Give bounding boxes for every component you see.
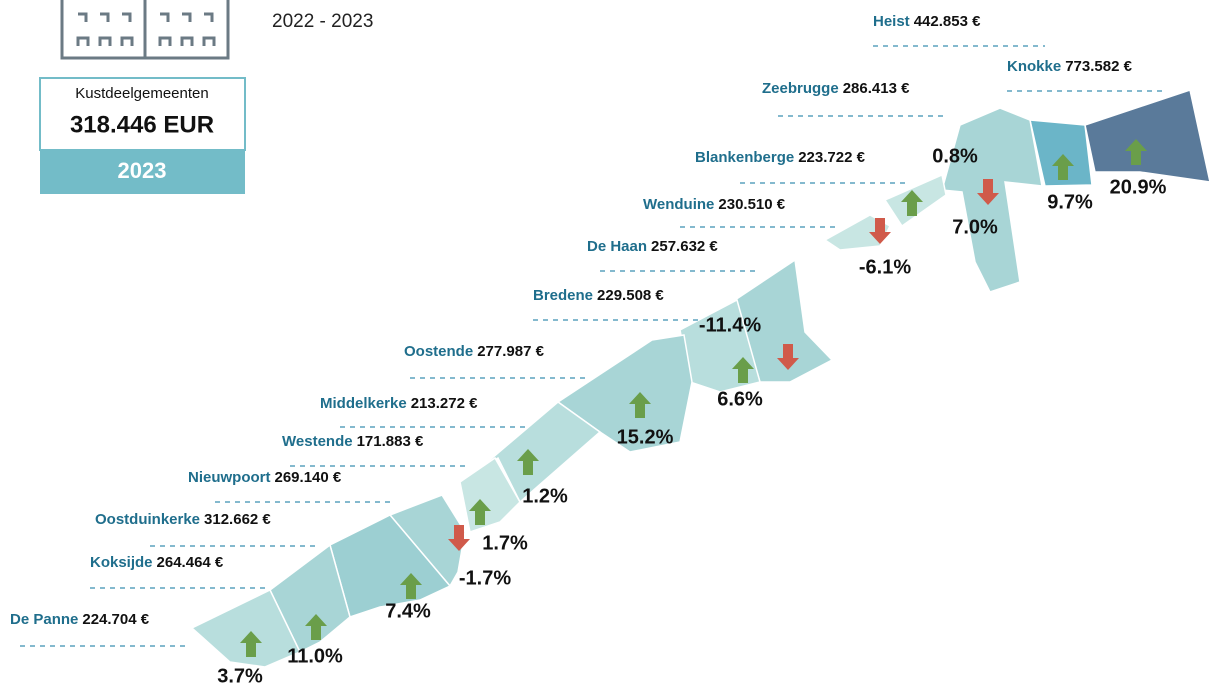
summary-label: Kustdeelgemeenten xyxy=(75,85,208,102)
municipality-name: Bredene xyxy=(533,287,593,304)
summary-value: 318.446 EUR xyxy=(70,111,214,138)
region xyxy=(190,588,302,668)
change-arrow xyxy=(732,357,754,383)
change-label: -6.1% xyxy=(859,256,911,278)
municipality-name: Heist xyxy=(873,13,910,30)
change-arrow xyxy=(448,525,470,551)
municipality-name: Wenduine xyxy=(643,196,714,213)
municipality-price: 773.582 € xyxy=(1065,58,1132,75)
change-arrow xyxy=(1052,154,1074,180)
municipality-label: De Haan 257.632 € xyxy=(587,238,718,255)
change-label: 15.2% xyxy=(617,426,674,448)
change-arrow xyxy=(629,392,651,418)
municipality-name: Knokke xyxy=(1007,58,1061,75)
municipality-price: 230.510 € xyxy=(718,196,785,213)
municipality-price: 257.632 € xyxy=(651,238,718,255)
change-label: 11.0% xyxy=(287,645,343,667)
municipality-label: Wenduine 230.510 € xyxy=(643,196,786,213)
municipality-price: 264.464 € xyxy=(157,554,224,571)
municipality-name: Blankenberge xyxy=(695,149,794,166)
municipality-name: Middelkerke xyxy=(320,395,407,412)
change-label: 1.2% xyxy=(522,485,568,507)
municipality-label: Knokke 773.582 € xyxy=(1007,58,1133,75)
change-arrow xyxy=(400,573,422,599)
summary-year-band xyxy=(40,150,245,194)
municipality-name: Westende xyxy=(282,433,353,450)
change-label: 6.6% xyxy=(717,388,763,410)
summary-year: 2023 xyxy=(118,158,167,183)
change-arrow xyxy=(1125,139,1147,165)
change-label: 20.9% xyxy=(1110,176,1167,198)
municipality-label: Heist 442.853 € xyxy=(873,13,981,30)
change-label: 1.7% xyxy=(482,532,528,554)
municipality-name: Zeebrugge xyxy=(762,80,839,97)
municipality-price: 229.508 € xyxy=(597,287,664,304)
change-label: 9.7% xyxy=(1047,191,1093,213)
change-label: 0.8% xyxy=(932,145,978,167)
municipality-label: De Panne 224.704 € xyxy=(10,611,150,628)
change-label: -1.7% xyxy=(459,567,511,589)
municipality-label: Zeebrugge 286.413 € xyxy=(762,80,910,97)
municipality-price: 269.140 € xyxy=(275,469,342,486)
municipality-price: 442.853 € xyxy=(914,13,981,30)
municipality-price: 277.987 € xyxy=(477,343,544,360)
municipality-name: De Haan xyxy=(587,238,647,255)
municipality-name: Oostende xyxy=(404,343,473,360)
municipality-label: Oostduinkerke 312.662 € xyxy=(95,511,271,528)
change-label: -11.4% xyxy=(699,314,761,336)
municipality-label: Middelkerke 213.272 € xyxy=(320,395,478,412)
municipality-label: Blankenberge 223.722 € xyxy=(695,149,866,166)
region xyxy=(556,334,693,453)
municipality-label: Westende 171.883 € xyxy=(282,433,424,450)
municipality-label: Nieuwpoort 269.140 € xyxy=(188,469,342,486)
municipality-name: De Panne xyxy=(10,611,78,628)
region xyxy=(1084,89,1211,183)
change-label: 3.7% xyxy=(217,665,263,683)
change-arrow xyxy=(240,631,262,657)
change-arrow xyxy=(305,614,327,640)
period: 2022 - 2023 xyxy=(272,11,373,32)
municipality-name: Koksijde xyxy=(90,554,153,571)
change-arrow xyxy=(777,344,799,370)
change-arrow xyxy=(469,499,491,525)
municipality-name: Oostduinkerke xyxy=(95,511,200,528)
municipality-label: Oostende 277.987 € xyxy=(404,343,545,360)
building-icon xyxy=(60,0,230,60)
change-arrow xyxy=(517,449,539,475)
municipality-price: 171.883 € xyxy=(357,433,424,450)
municipality-label: Koksijde 264.464 € xyxy=(90,554,224,571)
municipality-price: 223.722 € xyxy=(798,149,865,166)
municipality-price: 312.662 € xyxy=(204,511,271,528)
change-label: 7.4% xyxy=(385,600,431,622)
municipality-price: 213.272 € xyxy=(411,395,478,412)
change-arrow xyxy=(977,179,999,205)
change-label: 7.0% xyxy=(952,216,998,238)
municipality-name: Nieuwpoort xyxy=(188,469,271,486)
change-arrow xyxy=(869,218,891,244)
municipality-price: 224.704 € xyxy=(82,611,149,628)
region xyxy=(1029,119,1093,187)
municipality-price: 286.413 € xyxy=(843,80,910,97)
municipality-label: Bredene 229.508 € xyxy=(533,287,664,304)
change-arrow xyxy=(901,190,923,216)
